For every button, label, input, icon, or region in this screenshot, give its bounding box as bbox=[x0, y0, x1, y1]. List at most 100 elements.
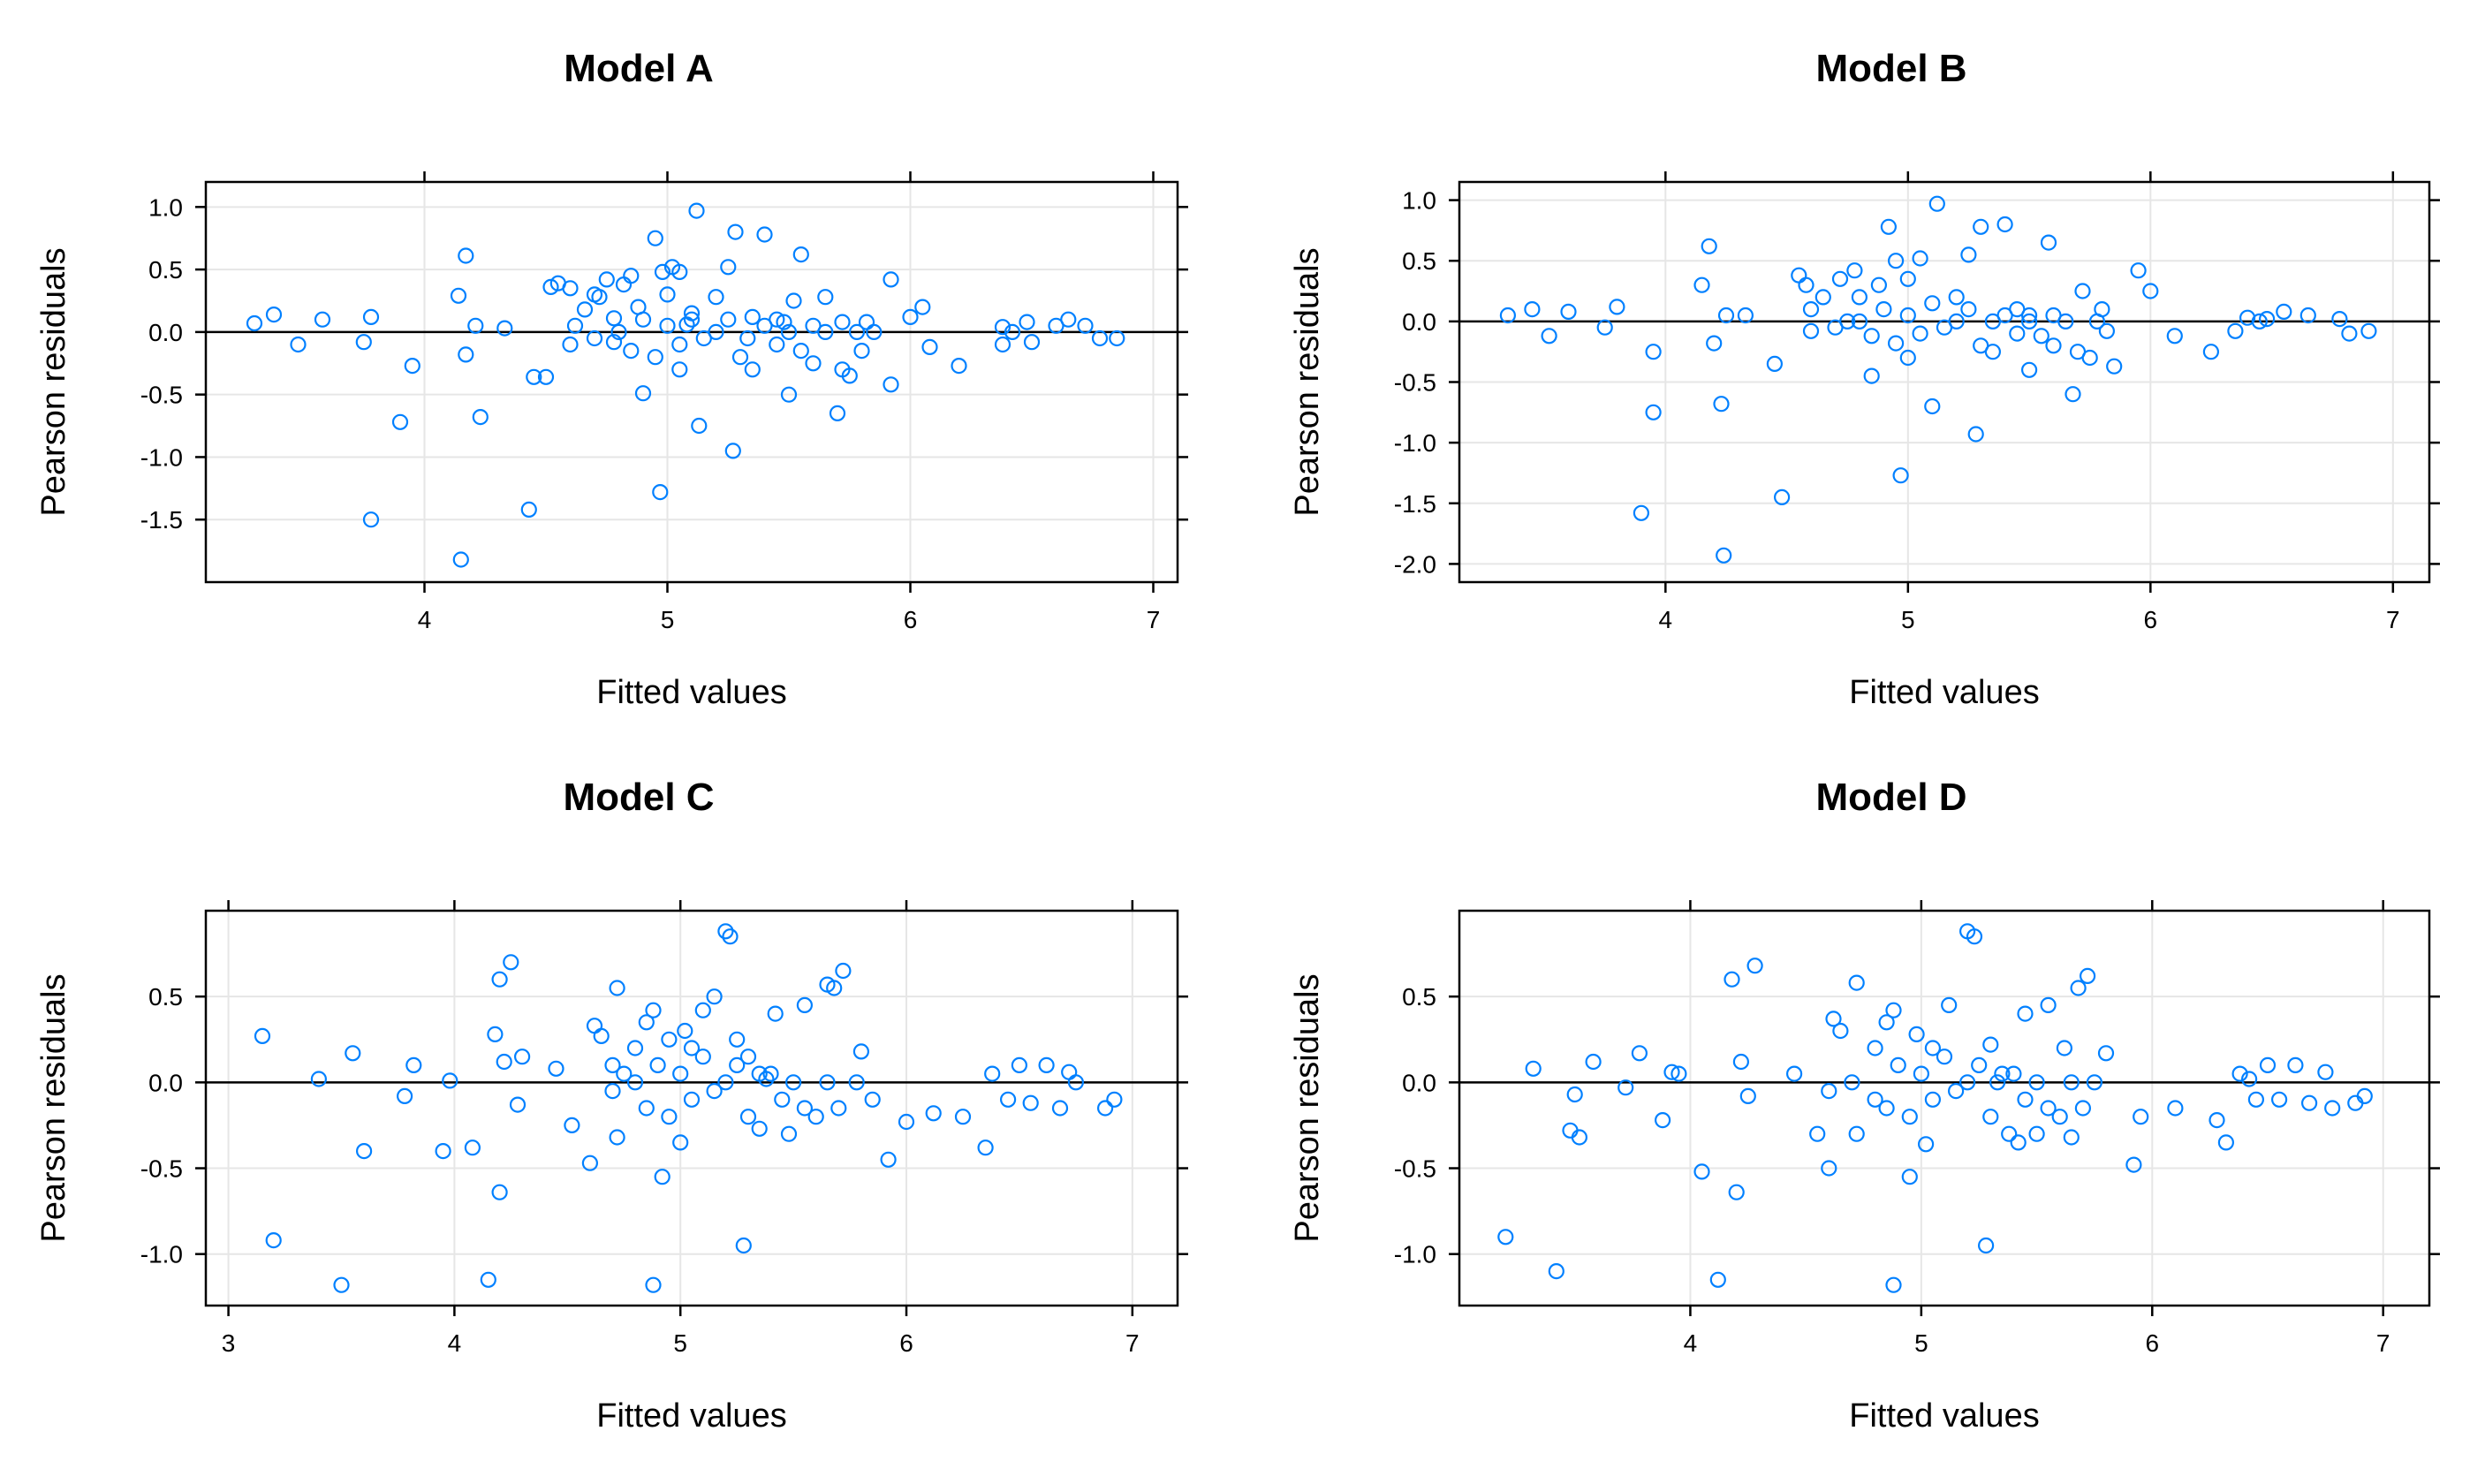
data-point bbox=[1109, 329, 1125, 347]
data-point bbox=[762, 1065, 779, 1082]
panel-3: 4 5 6 7 -1.0 -0.5 0.0 0.5 Model D Fitted values Pe… bbox=[1289, 776, 2440, 1435]
data-point bbox=[683, 1091, 701, 1108]
data-point bbox=[1984, 313, 2001, 329]
data-point bbox=[724, 443, 741, 459]
data-point bbox=[2021, 307, 2038, 324]
data-point bbox=[883, 376, 899, 393]
data-point bbox=[310, 1071, 327, 1087]
data-point bbox=[2028, 1125, 2045, 1142]
data-point bbox=[751, 1120, 768, 1137]
x-tick-label: 6 bbox=[904, 606, 918, 633]
data-point bbox=[1048, 317, 1064, 334]
data-point bbox=[634, 311, 652, 328]
data-point bbox=[654, 1169, 670, 1185]
data-point bbox=[537, 368, 555, 385]
data-point bbox=[1863, 367, 1880, 384]
data-point bbox=[2033, 328, 2049, 344]
data-point bbox=[817, 323, 834, 340]
data-point bbox=[2051, 1109, 2068, 1125]
data-point bbox=[2074, 283, 2091, 299]
data-point bbox=[654, 263, 671, 280]
data-point bbox=[2271, 1091, 2288, 1108]
data-point bbox=[1924, 398, 1941, 415]
data-point bbox=[1918, 1136, 1935, 1153]
data-point bbox=[598, 271, 615, 288]
data-point bbox=[2074, 1100, 2091, 1117]
data-point bbox=[1746, 958, 1763, 974]
data-point bbox=[2028, 1074, 2045, 1091]
data-point bbox=[951, 358, 967, 375]
data-point bbox=[2001, 1125, 2018, 1142]
data-point bbox=[671, 336, 688, 353]
data-point bbox=[458, 346, 474, 363]
data-point bbox=[2040, 1100, 2057, 1117]
data-point bbox=[744, 361, 761, 378]
data-point bbox=[902, 308, 919, 325]
data-point bbox=[706, 1082, 723, 1100]
data-point bbox=[1973, 218, 1989, 235]
data-point bbox=[661, 1031, 678, 1048]
data-point bbox=[1960, 246, 1977, 263]
data-point bbox=[848, 1074, 865, 1091]
data-point bbox=[626, 1040, 644, 1056]
data-point bbox=[1645, 344, 1662, 360]
data-point bbox=[1924, 295, 1941, 312]
data-point bbox=[576, 301, 594, 318]
data-point bbox=[645, 1002, 662, 1018]
data-point bbox=[1880, 218, 1897, 235]
data-point bbox=[1004, 323, 1021, 340]
data-point bbox=[1875, 301, 1892, 318]
data-point bbox=[1848, 1125, 1865, 1142]
data-point bbox=[708, 289, 724, 306]
data-point bbox=[1499, 307, 1517, 324]
data-point bbox=[1913, 1065, 1929, 1082]
data-point bbox=[2247, 1091, 2264, 1108]
data-point bbox=[898, 1113, 915, 1131]
data-point bbox=[1966, 928, 1983, 945]
data-point bbox=[735, 1237, 752, 1254]
data-point bbox=[2133, 1109, 2149, 1125]
y-tick-label: -1.5 bbox=[140, 506, 183, 534]
y-tick-label: -1.0 bbox=[140, 1241, 183, 1268]
data-point bbox=[731, 349, 749, 366]
data-point bbox=[2208, 1111, 2225, 1129]
data-point bbox=[1867, 1040, 1883, 1056]
data-point bbox=[509, 1096, 527, 1113]
data-point bbox=[925, 1105, 942, 1122]
data-point bbox=[1899, 307, 1916, 324]
data-point bbox=[2341, 325, 2358, 342]
data-point bbox=[2017, 1091, 2034, 1108]
data-point bbox=[1928, 195, 1945, 212]
x-tick-label: 7 bbox=[2386, 606, 2400, 633]
data-point bbox=[345, 1045, 361, 1062]
data-point bbox=[581, 1155, 599, 1171]
data-point bbox=[1960, 301, 1977, 318]
data-point bbox=[1645, 404, 1662, 420]
data-point bbox=[1766, 355, 1784, 372]
data-point bbox=[722, 928, 739, 945]
plot-frame bbox=[204, 909, 1179, 1307]
data-point bbox=[834, 361, 851, 378]
data-point bbox=[1924, 1040, 1941, 1056]
data-point bbox=[1524, 301, 1541, 318]
data-point bbox=[1901, 1109, 1918, 1125]
data-point bbox=[853, 343, 870, 360]
y-axis-label: Pearson residuals bbox=[35, 973, 72, 1242]
data-point bbox=[671, 361, 688, 378]
data-point bbox=[564, 1117, 580, 1134]
data-point bbox=[819, 1074, 836, 1091]
data-point bbox=[2097, 1045, 2115, 1062]
data-point bbox=[1839, 313, 1856, 329]
data-point bbox=[1848, 974, 1865, 991]
data-point bbox=[1571, 1129, 1588, 1146]
data-point bbox=[720, 311, 737, 328]
data-point bbox=[397, 1087, 413, 1105]
data-point bbox=[355, 334, 372, 351]
data-point bbox=[914, 299, 931, 315]
data-point bbox=[1618, 1079, 1634, 1096]
data-point bbox=[362, 308, 380, 325]
data-point bbox=[1890, 1056, 1906, 1074]
data-point bbox=[1671, 1065, 1687, 1082]
data-point bbox=[626, 1074, 644, 1091]
data-point bbox=[435, 1142, 451, 1160]
